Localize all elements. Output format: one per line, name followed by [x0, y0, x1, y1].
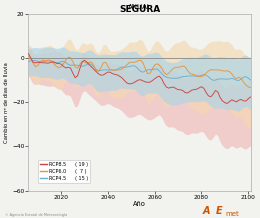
Text: E: E: [216, 206, 222, 216]
Text: met: met: [225, 211, 239, 217]
Text: A: A: [203, 206, 210, 216]
Text: ANUAL: ANUAL: [128, 4, 151, 10]
Y-axis label: Cambio en nº de dias de lluvia: Cambio en nº de dias de lluvia: [4, 62, 9, 143]
Legend: RCP8.5      ( 19 ), RCP6.0      (  7 ), RCP4.5      ( 15 ): RCP8.5 ( 19 ), RCP6.0 ( 7 ), RCP4.5 ( 15…: [38, 160, 90, 183]
Title: SEGURA: SEGURA: [119, 5, 160, 14]
X-axis label: Año: Año: [133, 201, 146, 207]
Text: © Agencia Estatal de Meteorología: © Agencia Estatal de Meteorología: [5, 213, 67, 217]
